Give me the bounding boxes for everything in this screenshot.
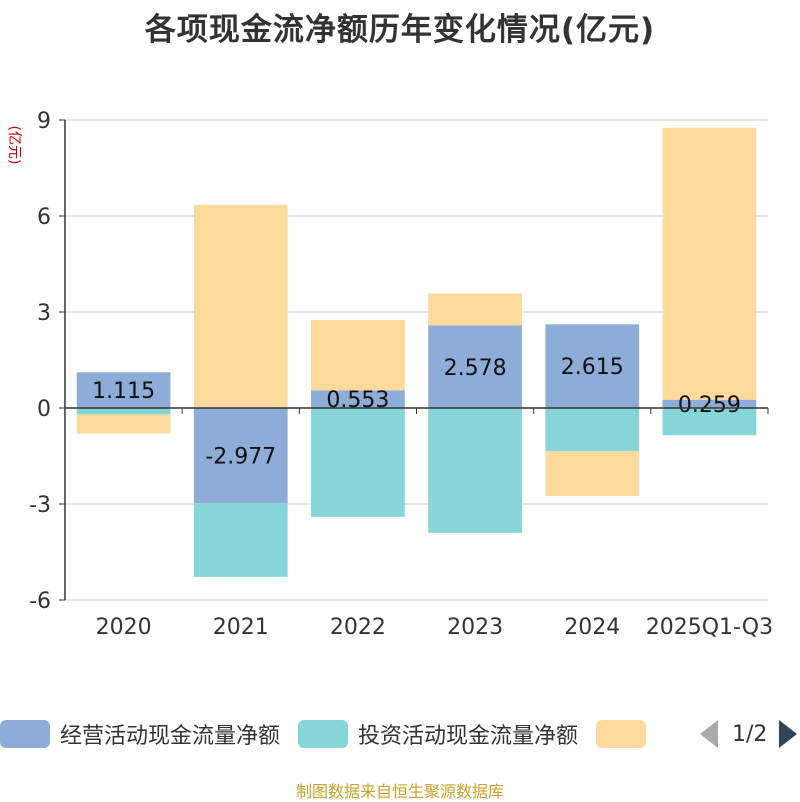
legend-swatch-investing [298, 720, 349, 748]
bar-investing-2022 [311, 408, 405, 517]
x-tick-label-2024: 2024 [564, 615, 620, 640]
data-source: 制图数据来自恒生聚源数据库 [295, 782, 504, 801]
legend-swatch-financing [596, 720, 647, 748]
legend-page-indicator: 1/2 [732, 721, 768, 747]
legend: 经营活动现金流量净额 投资活动现金流量净额 1/2 [0, 716, 800, 752]
bar-financing-2024 [545, 451, 640, 496]
legend-label-operating: 经营活动现金流量净额 [60, 724, 281, 749]
legend-item-financing[interactable] [596, 720, 656, 748]
bar-chart: (亿元) -6 -3 0 3 6 9 1.115 -2.977 0.553 2.578 2.615 0.… [6, 109, 773, 640]
bar-operating-2022 [311, 390, 405, 408]
data-label-2024: 2.615 [561, 355, 624, 380]
bar-operating-2023 [428, 325, 522, 408]
legend-prev-icon[interactable] [700, 720, 718, 748]
bar-investing-2024 [545, 408, 640, 452]
bar-investing-2020 [76, 408, 171, 415]
legend-swatch-operating [0, 720, 50, 748]
y-axis-unit-label: (亿元) [6, 126, 22, 165]
bar-financing-2023 [428, 293, 522, 326]
y-tick-label: 3 [37, 301, 51, 326]
y-tick-label: -6 [29, 589, 51, 614]
legend-label-investing: 投资活动现金流量净额 [358, 724, 579, 749]
legend-next-icon[interactable] [779, 720, 798, 748]
bar-operating-2025Q1-Q3 [662, 399, 757, 408]
bar-investing-2023 [428, 408, 522, 533]
y-tick-label: 6 [37, 205, 51, 230]
bar-operating-2024 [545, 324, 640, 408]
data-label-2023: 2.578 [444, 356, 507, 381]
x-tick-label-2023: 2023 [447, 615, 503, 640]
chart-title: 各项现金流净额历年变化情况(亿元) [144, 12, 656, 48]
bar-financing-2022 [311, 319, 405, 391]
data-label-2022: 0.553 [326, 388, 389, 413]
x-tick-label-2022: 2022 [330, 615, 386, 640]
x-tick-label-2021: 2021 [213, 615, 269, 640]
bar-financing-2025Q1-Q3 [662, 127, 757, 400]
legend-item-operating[interactable]: 经营活动现金流量净额 [0, 718, 280, 750]
data-label-2025Q1-Q3: 0.259 [678, 393, 741, 418]
x-tick-label-2020: 2020 [96, 615, 152, 640]
data-label-2021: -2.977 [205, 445, 276, 470]
bar-investing-2021 [193, 503, 288, 577]
y-tick-label: -3 [29, 493, 51, 518]
y-tick-label: 9 [37, 109, 51, 134]
bar-financing-2020 [76, 414, 171, 434]
legend-item-investing[interactable]: 投资活动现金流量净额 [298, 718, 578, 750]
bar-operating-2021 [193, 408, 288, 504]
x-tick-label-2025Q1-Q3: 2025Q1-Q3 [646, 615, 773, 640]
bar-financing-2021 [193, 204, 288, 408]
bar-investing-2025Q1-Q3 [662, 408, 757, 436]
bar-operating-2020 [76, 372, 171, 408]
data-label-2020: 1.115 [92, 379, 155, 404]
y-tick-label: 0 [37, 397, 51, 422]
legend-pager: 1/2 [700, 716, 798, 752]
